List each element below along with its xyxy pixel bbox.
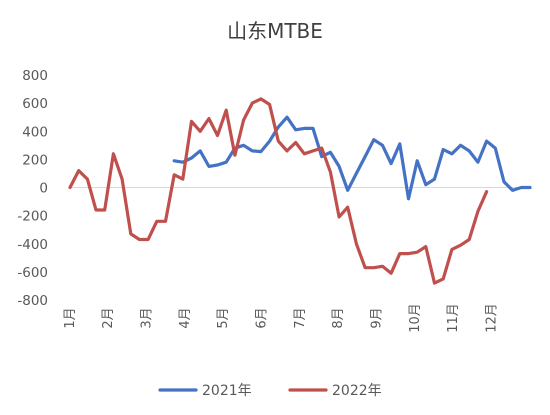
y-axis-ticks: 800 600 400 200 0 -200 -400 -600 -800 [17, 68, 48, 309]
x-tick-label: 12月 [485, 303, 500, 333]
y-tick-label: 400 [22, 124, 48, 140]
y-tick-label: -800 [17, 293, 48, 309]
x-axis: 1月 2月 3月 4月 5月 6月 7月 8月 9月 10月 11月 12月 [63, 187, 530, 333]
legend-label-1: 2022年 [332, 383, 382, 399]
x-tick-label: 2月 [101, 307, 116, 328]
x-tick-label: 8月 [331, 307, 346, 328]
x-tick-label: 4月 [178, 307, 193, 328]
y-tick-label: -400 [17, 237, 48, 253]
series-layer [68, 97, 532, 285]
x-tick-label: 6月 [255, 307, 270, 328]
x-tick-label: 11月 [446, 303, 461, 333]
x-tick-label: 9月 [370, 307, 385, 328]
x-tick-label: 5月 [216, 307, 231, 328]
x-tick-label: 1月 [63, 307, 78, 328]
x-tick-label: 7月 [293, 307, 308, 328]
y-tick-label: 600 [22, 96, 48, 112]
series-line-0 [172, 115, 532, 201]
x-tick-label: 10月 [408, 303, 423, 333]
legend: 2021年 2022年 [158, 383, 382, 399]
chart-title: 山东MTBE [227, 19, 323, 43]
y-tick-label: 0 [39, 181, 48, 197]
y-tick-label: -200 [17, 209, 48, 225]
y-tick-label: 800 [22, 68, 48, 84]
legend-label-0: 2021年 [202, 383, 252, 399]
y-tick-label: -600 [17, 265, 48, 281]
series-line-1 [68, 97, 489, 285]
y-tick-label: 200 [22, 152, 48, 168]
x-tick-label: 3月 [140, 307, 155, 328]
